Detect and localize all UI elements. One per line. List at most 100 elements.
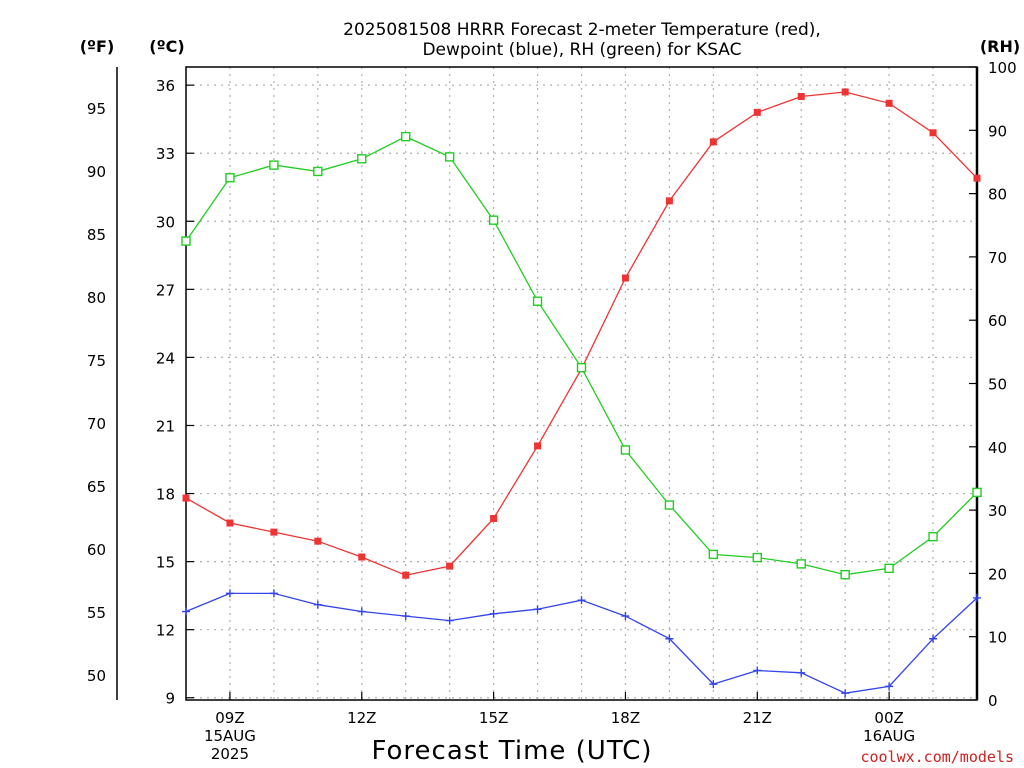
- title-line-1: 2025081508 HRRR Forecast 2-meter Tempera…: [343, 20, 821, 40]
- fahrenheit-tick-label: 90: [87, 163, 106, 181]
- celsius-tick-label: 36: [156, 77, 175, 95]
- tick-labels: 9 12 15 18 21 24 27 30 33 36 50 55 60 65 70 75 80 85 90 95 0…: [87, 59, 1017, 763]
- rh-point: [840, 569, 850, 580]
- temperature-point: [797, 92, 805, 100]
- rh-point: [576, 362, 587, 373]
- rh-point: [972, 487, 982, 498]
- dewpoint-point: [182, 607, 190, 616]
- dewpoint-point: [313, 600, 322, 609]
- dewpoint-point: [885, 682, 894, 691]
- dewpoint-point: [621, 612, 630, 621]
- dewpoint-point: [533, 605, 542, 614]
- fahrenheit-tick-label: 60: [87, 541, 106, 559]
- rh-tick-label: 70: [988, 249, 1007, 267]
- axes: [116, 66, 979, 701]
- fahrenheit-tick-label: 65: [87, 478, 106, 496]
- rh-point: [401, 131, 411, 142]
- temperature-point: [621, 274, 629, 282]
- dewpoint-point: [401, 612, 410, 621]
- temperature-point: [226, 519, 234, 527]
- temperature-point: [490, 514, 498, 522]
- rh-tick-label: 20: [988, 565, 1007, 583]
- dewpoint-point: [709, 680, 718, 689]
- fahrenheit-tick-label: 75: [87, 352, 106, 370]
- temperature-point: [358, 553, 366, 561]
- rh-point: [357, 154, 367, 164]
- x-tick-label: 09Z: [215, 709, 244, 727]
- dewpoint-line: [185, 592, 978, 694]
- rh-unit-label: (RH): [980, 37, 1020, 56]
- x-tick-label: 21Z: [743, 709, 772, 727]
- temperature-point: [534, 442, 542, 450]
- rh-point: [444, 152, 455, 162]
- x-tick-label: 12Z: [347, 709, 376, 727]
- temperature-point: [270, 528, 278, 536]
- fahrenheit-unit-label: (ºF): [80, 37, 115, 56]
- temperature-point: [973, 174, 981, 182]
- dewpoint-point: [973, 593, 981, 602]
- rh-point: [532, 296, 543, 306]
- rh-tick-label: 40: [988, 439, 1007, 457]
- dewpoint-point: [269, 589, 278, 598]
- celsius-tick-label: 12: [156, 622, 175, 640]
- temperature-point: [182, 494, 190, 502]
- celsius-tick-label: 24: [156, 349, 175, 367]
- rh-tick-label: 80: [988, 186, 1007, 204]
- temperature-point: [314, 537, 322, 545]
- celsius-tick-label: 15: [156, 554, 175, 572]
- dewpoint-point: [797, 668, 806, 677]
- rh-point: [928, 531, 938, 542]
- dewpoint-point: [225, 589, 234, 598]
- rh-point: [225, 173, 235, 183]
- rh-point: [752, 552, 762, 563]
- series-layer: [181, 88, 982, 698]
- dewpoint-point: [841, 689, 850, 698]
- celsius-unit-label: (ºC): [149, 37, 184, 56]
- celsius-tick-label: 30: [156, 213, 175, 231]
- temperature-point: [446, 562, 454, 570]
- dewpoint-point: [357, 607, 366, 616]
- dewpoint-point: [753, 666, 762, 675]
- x-tick-label: 2025: [211, 745, 249, 763]
- x-tick-label: 15AUG: [204, 727, 256, 745]
- celsius-tick-label: 21: [156, 417, 175, 435]
- x-tick-label: 00Z: [874, 709, 903, 727]
- rh-point: [884, 563, 894, 574]
- temperature-point: [402, 571, 410, 579]
- rh-tick-label: 30: [988, 502, 1007, 520]
- temperature-point: [929, 129, 937, 137]
- fahrenheit-tick-label: 80: [87, 289, 106, 307]
- dewpoint-point: [489, 609, 498, 618]
- dewpoint-point: [665, 634, 674, 643]
- temperature-point: [665, 197, 673, 205]
- x-axis-label: Forecast Time (UTC): [371, 736, 652, 766]
- x-tick-label: 16AUG: [863, 727, 915, 745]
- rh-tick-label: 10: [988, 629, 1007, 647]
- dewpoint-point: [929, 634, 938, 643]
- fahrenheit-tick-label: 85: [87, 226, 106, 244]
- rh-point: [488, 215, 499, 225]
- rh-tick-label: 100: [988, 59, 1017, 77]
- rh-tick-label: 50: [988, 376, 1007, 394]
- grid: [186, 67, 977, 700]
- chart-title: 2025081508 HRRR Forecast 2-meter Tempera…: [343, 20, 821, 60]
- rh-point: [269, 160, 279, 170]
- fahrenheit-tick-label: 50: [87, 667, 106, 685]
- celsius-tick-label: 27: [156, 281, 175, 299]
- temperature-point: [885, 99, 893, 107]
- celsius-tick-label: 33: [156, 145, 175, 163]
- celsius-tick-label: 18: [156, 486, 175, 504]
- celsius-tick-label: 9: [165, 690, 175, 708]
- temperature-point: [841, 88, 849, 96]
- rh-point: [620, 445, 631, 455]
- rh-point: [708, 549, 719, 560]
- temperature-point: [753, 108, 761, 116]
- rh-tick-label: 90: [988, 122, 1007, 140]
- rh-point: [796, 559, 806, 569]
- x-tick-label: 18Z: [611, 709, 640, 727]
- rh-tick-label: 60: [988, 312, 1007, 330]
- fahrenheit-tick-label: 70: [87, 415, 106, 433]
- temperature-point: [709, 138, 717, 146]
- x-tick-label: 15Z: [479, 709, 508, 727]
